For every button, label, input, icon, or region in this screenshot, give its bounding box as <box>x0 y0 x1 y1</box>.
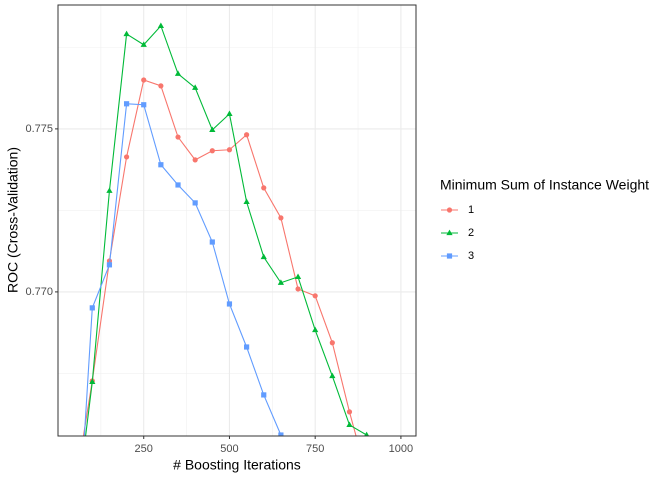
data-point <box>277 279 285 285</box>
data-point <box>192 157 198 163</box>
x-tick-label: 1000 <box>389 443 413 455</box>
y-tick-label: 0.775 <box>25 123 53 135</box>
legend-title: Minimum Sum of Instance Weight <box>440 177 649 193</box>
series-line <box>85 24 367 436</box>
data-point <box>157 22 164 28</box>
data-point <box>141 77 147 83</box>
data-point <box>312 326 319 333</box>
data-point <box>123 154 130 160</box>
data-point <box>158 83 164 89</box>
y-axis-title: ROC (Cross-Validation) <box>5 147 21 293</box>
data-point <box>106 187 113 193</box>
data-point <box>260 253 267 260</box>
x-tick-label: 750 <box>306 443 324 455</box>
data-point <box>346 421 353 427</box>
data-point <box>192 84 199 90</box>
data-point <box>278 215 284 221</box>
data-point <box>175 182 181 188</box>
legend-label: 3 <box>468 250 474 262</box>
x-tick-label: 500 <box>220 443 238 455</box>
data-point <box>209 239 215 245</box>
legend-marker <box>446 229 453 236</box>
plot-area <box>82 22 370 477</box>
data-point <box>278 432 284 436</box>
series-line <box>82 79 357 436</box>
data-point <box>243 198 250 204</box>
data-point <box>226 147 233 153</box>
data-point <box>295 286 301 292</box>
panel-border <box>57 4 417 437</box>
data-point <box>261 185 267 191</box>
data-point <box>141 102 147 108</box>
data-point <box>106 262 113 268</box>
data-point <box>140 41 147 47</box>
data-point <box>346 409 353 415</box>
legend-marker <box>446 253 453 259</box>
data-point <box>329 372 336 379</box>
data-point <box>174 70 182 76</box>
data-point <box>244 344 250 350</box>
legend-label: 1 <box>468 204 474 216</box>
data-point <box>294 273 302 279</box>
data-point <box>226 110 233 116</box>
panel <box>58 5 416 436</box>
x-tick-label: 250 <box>135 443 153 455</box>
data-point <box>364 431 370 436</box>
data-point <box>209 126 216 132</box>
legend-marker <box>446 207 453 213</box>
data-point <box>89 305 95 311</box>
data-point <box>364 472 369 477</box>
y-tick-label: 0.770 <box>25 286 53 298</box>
data-point <box>175 134 181 140</box>
data-point <box>123 101 130 107</box>
x-axis-title: # Boosting Iterations <box>173 457 301 473</box>
data-point <box>158 162 164 168</box>
data-point <box>209 148 215 154</box>
data-point <box>89 378 96 384</box>
data-point <box>244 132 250 138</box>
legend-label: 2 <box>468 227 474 239</box>
data-point <box>329 340 335 346</box>
data-point <box>312 293 318 299</box>
data-point <box>261 392 267 398</box>
data-point <box>226 301 233 307</box>
data-point <box>123 30 130 37</box>
data-point <box>192 200 198 206</box>
